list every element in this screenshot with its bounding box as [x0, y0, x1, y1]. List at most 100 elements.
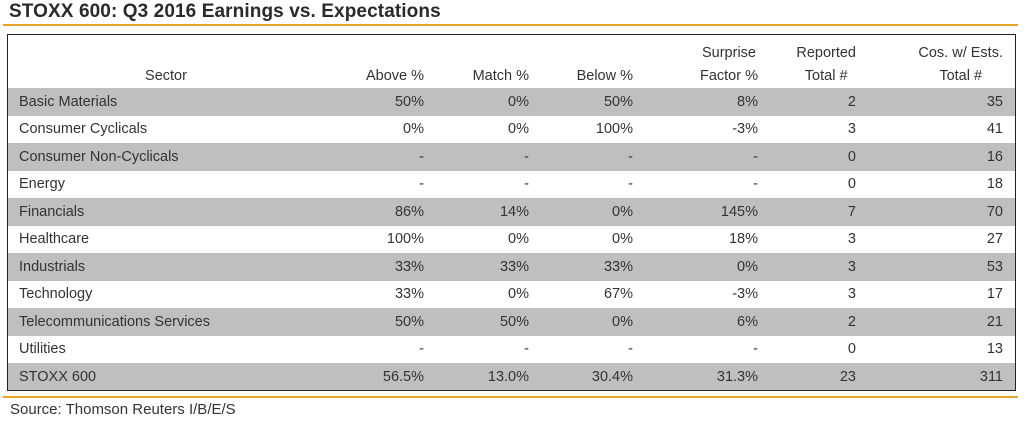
earnings-table: Sector Above % Match % Below % Surprise … — [8, 35, 1015, 390]
cell-sector: STOXX 600 — [8, 363, 324, 390]
cell-total: 21 — [868, 308, 1015, 336]
cell-above: - — [419, 176, 424, 193]
cell-surprise: - — [753, 341, 758, 358]
cell-sector: Industrials — [8, 253, 324, 281]
header-total-line2: Total # — [939, 68, 983, 84]
table-row: Industrials 33% 33% 33% 0% 3 53 — [8, 253, 1015, 281]
cell-total: 13 — [986, 341, 1003, 358]
cell-surprise: 8% — [645, 88, 770, 116]
cell-sector: Financials — [8, 198, 324, 226]
header-total-stack: Cos. w/ Ests. Total # — [918, 42, 1003, 88]
cell-total: 70 — [868, 198, 1015, 226]
cell-above: 50% — [324, 308, 436, 336]
header-surprise-line2: Factor % — [699, 68, 758, 84]
cell-surprise: 31.3% — [645, 363, 770, 390]
cell-surprise: 18% — [728, 231, 758, 248]
cell-total: 27 — [986, 231, 1003, 248]
cell-reported: 3 — [770, 253, 868, 281]
cell-below: 0% — [612, 231, 633, 248]
header-reported-line2: Total # — [804, 68, 848, 84]
cell-total: 41 — [986, 121, 1003, 138]
cell-below: 33% — [541, 253, 645, 281]
table-row: Consumer Cyclicals 0% 0% 100% -3% 3 41 — [8, 116, 1015, 144]
cell-match: 0% — [436, 88, 541, 116]
header-surprise: Surprise Factor % — [645, 35, 770, 88]
table-row: Energy - - - - 0 18 — [8, 171, 1015, 199]
cell-match: - — [524, 341, 529, 358]
cell-sector: Basic Materials — [8, 88, 324, 116]
header-total-line1: Cos. w/ Ests. — [918, 45, 1003, 61]
cell-reported: 3 — [847, 286, 856, 303]
cell-surprise: 6% — [645, 308, 770, 336]
cell-match: 0% — [508, 121, 529, 138]
cell-reported: 3 — [847, 121, 856, 138]
cell-match: 33% — [436, 253, 541, 281]
cell-reported: 23 — [770, 363, 868, 390]
cell-total: 17 — [986, 286, 1003, 303]
cell-above: 100% — [386, 231, 424, 248]
cell-total: 35 — [868, 88, 1015, 116]
cell-below: 67% — [603, 286, 633, 303]
cell-sector: Technology — [19, 286, 93, 303]
header-reported-stack: Reported Total # — [796, 42, 856, 88]
table-row: Basic Materials 50% 0% 50% 8% 2 35 — [8, 88, 1015, 116]
cell-sector: Consumer Non-Cyclicals — [8, 143, 324, 171]
cell-reported: 3 — [847, 231, 856, 248]
table-row: Telecommunications Services 50% 50% 0% 6… — [8, 308, 1015, 336]
cell-surprise: -3% — [732, 121, 758, 138]
cell-match: 0% — [508, 286, 529, 303]
cell-surprise: 145% — [645, 198, 770, 226]
cell-total: 18 — [986, 176, 1003, 193]
cell-reported: 0 — [770, 143, 868, 171]
cell-surprise: 0% — [645, 253, 770, 281]
source-rule — [3, 396, 1018, 398]
cell-below: 30.4% — [541, 363, 645, 390]
table-title: STOXX 600: Q3 2016 Earnings vs. Expectat… — [9, 1, 441, 22]
header-below: Below % — [576, 68, 633, 84]
cell-reported: 2 — [770, 88, 868, 116]
cell-reported: 2 — [770, 308, 868, 336]
total-row: STOXX 600 56.5% 13.0% 30.4% 31.3% 23 311 — [8, 363, 1015, 390]
cell-above: 33% — [324, 253, 436, 281]
cell-reported: 0 — [847, 341, 856, 358]
cell-match: 0% — [508, 231, 529, 248]
cell-sector: Utilities — [19, 341, 66, 358]
table-row: Technology 33% 0% 67% -3% 3 17 — [8, 281, 1015, 309]
table-row: Healthcare 100% 0% 0% 18% 3 27 — [8, 226, 1015, 254]
header-reported-line1: Reported — [796, 45, 856, 61]
header-total: Cos. w/ Ests. Total # — [868, 35, 1015, 88]
cell-above: 33% — [394, 286, 424, 303]
cell-sector: Telecommunications Services — [8, 308, 324, 336]
cell-total: 311 — [868, 363, 1015, 390]
cell-surprise: -3% — [732, 286, 758, 303]
cell-below: 50% — [541, 88, 645, 116]
table-row: Utilities - - - - 0 13 — [8, 336, 1015, 364]
cell-sector: Energy — [19, 176, 65, 193]
cell-above: 86% — [324, 198, 436, 226]
cell-sector: Healthcare — [19, 231, 90, 248]
header-surprise-line1: Surprise — [701, 45, 756, 61]
cell-total: 53 — [868, 253, 1015, 281]
cell-below: - — [628, 176, 633, 193]
cell-match: 14% — [436, 198, 541, 226]
cell-match: - — [436, 143, 541, 171]
cell-surprise: - — [645, 143, 770, 171]
cell-above: 0% — [403, 121, 424, 138]
cell-above: - — [324, 143, 436, 171]
cell-below: 0% — [541, 198, 645, 226]
cell-surprise: - — [753, 176, 758, 193]
cell-match: 13.0% — [436, 363, 541, 390]
cell-sector: Consumer Cyclicals — [19, 121, 148, 138]
cell-below: 0% — [541, 308, 645, 336]
cell-match: - — [524, 176, 529, 193]
cell-above: 50% — [324, 88, 436, 116]
cell-below: - — [541, 143, 645, 171]
cell-reported: 7 — [770, 198, 868, 226]
header-row: Sector Above % Match % Below % Surprise … — [8, 35, 1015, 88]
table-row: Financials 86% 14% 0% 145% 7 70 — [8, 198, 1015, 226]
table-row: Consumer Non-Cyclicals - - - - 0 16 — [8, 143, 1015, 171]
header-above: Above % — [365, 68, 424, 84]
header-sector: Sector — [145, 68, 187, 84]
cell-match: 50% — [436, 308, 541, 336]
earnings-table-container: Sector Above % Match % Below % Surprise … — [7, 34, 1016, 391]
